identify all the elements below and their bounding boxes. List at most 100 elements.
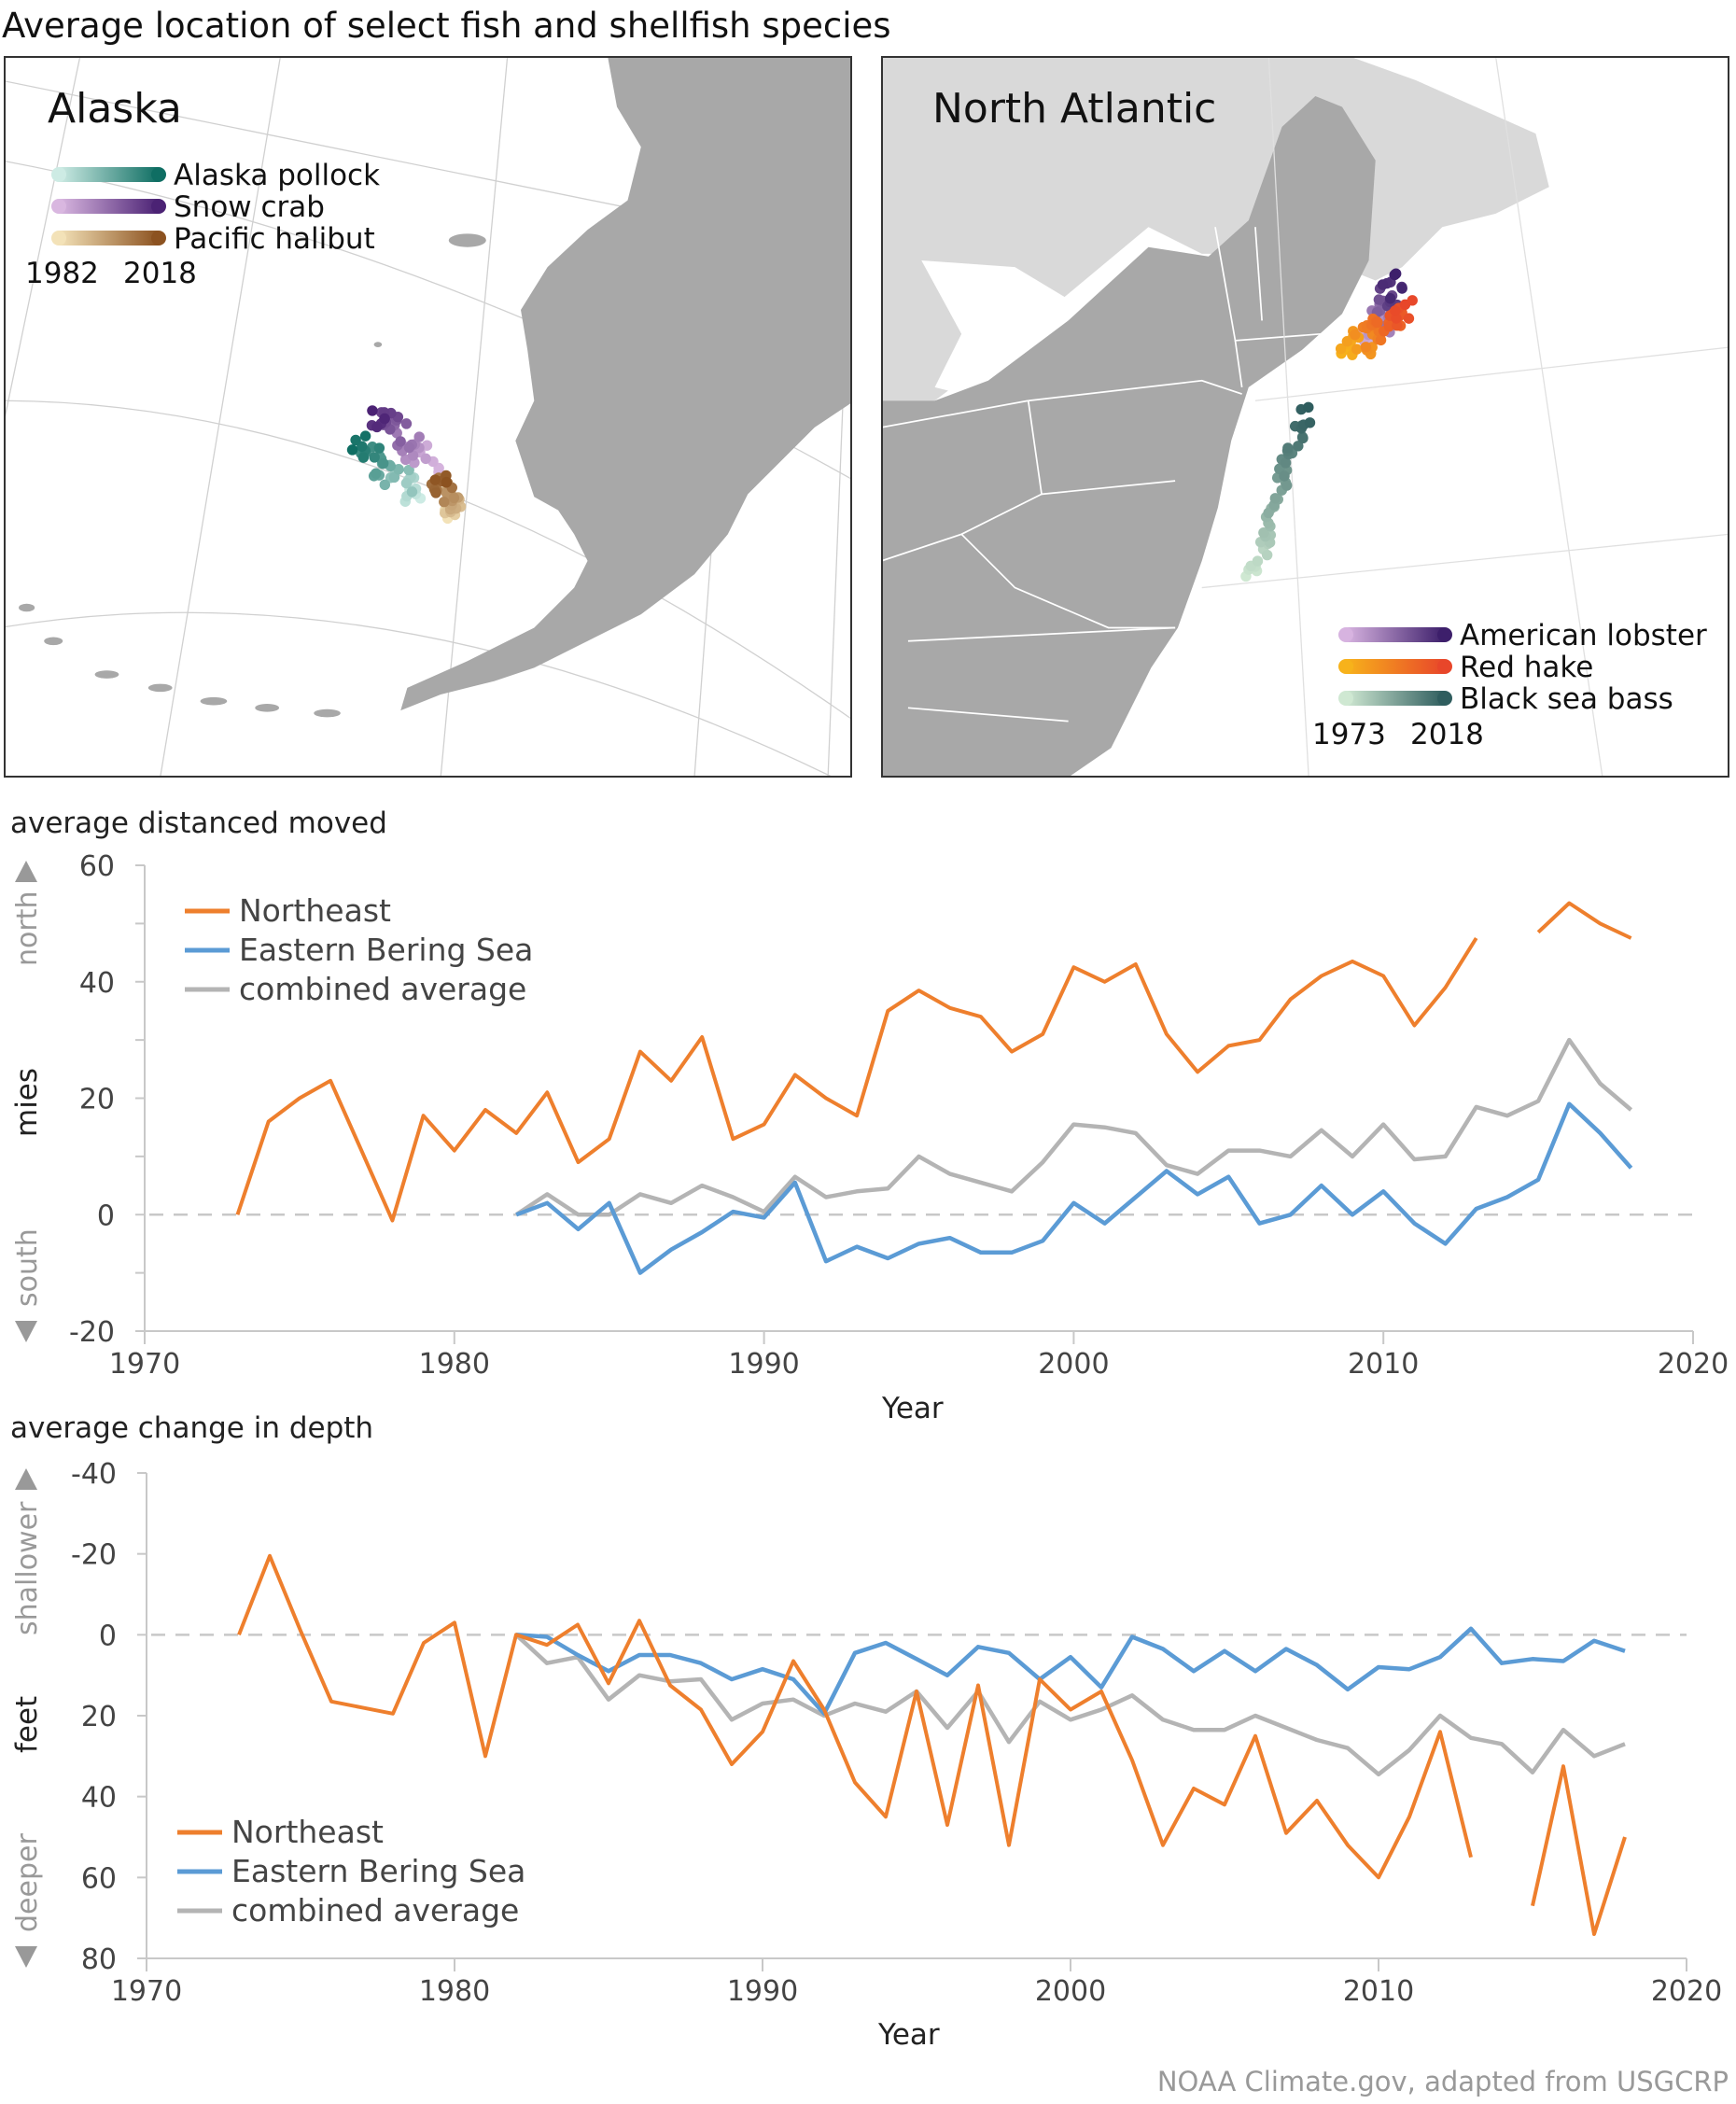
y-tick-label: 60	[79, 850, 115, 883]
us-landmass	[882, 96, 1376, 777]
species-location-dot	[400, 418, 413, 429]
species-location-dot	[357, 452, 370, 463]
species-location-dot	[1383, 320, 1395, 332]
species-location-dot	[379, 479, 391, 491]
legend-end-dot	[1437, 627, 1452, 642]
y-tick-label: 40	[79, 967, 115, 1000]
depth-y-label: feet	[10, 1696, 44, 1753]
y-tick-label: 80	[81, 1943, 117, 1976]
south-label: south	[11, 1228, 44, 1307]
series-line-northeast	[237, 1553, 1627, 1936]
x-tick-label: 2020	[1658, 1348, 1729, 1381]
species-location-dot	[373, 442, 385, 454]
legend-gradient-bar	[59, 167, 159, 182]
species-location-dot	[395, 436, 406, 447]
species-location-dot	[1350, 329, 1361, 341]
depth-x-label: Year	[877, 2018, 940, 2052]
x-tick-label: 1970	[111, 1975, 182, 2008]
legend-label: American lobster	[1460, 619, 1707, 652]
distance-chart-title: average distanced moved	[10, 807, 387, 840]
species-location-dot	[1282, 442, 1294, 454]
species-location-dot	[1279, 470, 1290, 482]
species-location-dot	[1252, 555, 1264, 567]
alaska-map-title: Alaska	[48, 85, 182, 133]
species-location-dot	[1293, 441, 1304, 452]
species-location-dot	[420, 453, 431, 465]
x-tick-label: 2000	[1038, 1348, 1109, 1381]
depth-chart: average change in depth -40-200204060801…	[10, 1411, 1722, 2052]
alaska-landmass	[400, 57, 851, 711]
series-line-combined	[514, 1633, 1626, 1777]
south-arrow-icon	[15, 1321, 37, 1342]
legend-label: Pacific halibut	[174, 222, 375, 256]
species-location-dot	[350, 434, 361, 446]
series-line-bering	[515, 1101, 1633, 1275]
species-location-dot	[1269, 493, 1281, 504]
y-tick-label: 60	[81, 1862, 117, 1895]
species-location-dot	[393, 464, 404, 475]
x-tick-label: 1980	[419, 1348, 490, 1381]
species-location-dot	[1258, 526, 1269, 539]
legend-end-dot	[151, 199, 166, 214]
species-location-dot	[1303, 401, 1314, 414]
distance-x-label: Year	[881, 1392, 944, 1425]
species-location-dot	[1373, 294, 1385, 305]
x-tick-label: 1970	[109, 1348, 180, 1381]
y-tick-label: 40	[81, 1782, 117, 1815]
species-location-dot	[441, 476, 453, 488]
species-location-dot	[346, 444, 358, 456]
species-location-dot	[403, 442, 415, 454]
species-location-dot	[1261, 549, 1273, 561]
x-tick-label: 2010	[1343, 1975, 1414, 2008]
species-location-dot	[379, 413, 390, 425]
species-location-dot	[413, 431, 425, 442]
species-location-dot	[1389, 269, 1400, 281]
legend-gradient-bar	[1346, 627, 1445, 642]
north-label: north	[11, 891, 44, 966]
legend-label: Black sea bass	[1460, 682, 1673, 716]
species-location-dot	[1372, 316, 1383, 329]
shallower-label: shallower	[11, 1501, 44, 1635]
north-atlantic-legend-start-year: 1973	[1312, 718, 1386, 751]
legend-start-dot	[51, 167, 66, 182]
north-atlantic-legend-end-year: 2018	[1410, 718, 1484, 751]
species-location-dot	[1297, 432, 1309, 444]
species-location-dot	[388, 471, 400, 484]
legend-start-dot	[1338, 691, 1353, 706]
species-location-dot	[403, 464, 414, 476]
species-location-dot	[369, 452, 380, 463]
legend-start-dot	[51, 199, 66, 214]
legend-label-northeast: Northeast	[231, 1814, 384, 1850]
legend-start-dot	[1338, 659, 1353, 674]
series-line-combined	[514, 1037, 1633, 1217]
legend-label: Red hake	[1460, 651, 1593, 684]
species-location-dot	[1341, 336, 1353, 347]
species-location-dot	[1360, 342, 1372, 353]
legend-gradient-bar	[59, 231, 159, 245]
species-location-dot	[1377, 279, 1389, 290]
species-location-dot	[371, 421, 383, 433]
species-location-dot	[367, 405, 378, 416]
x-tick-label: 2020	[1651, 1975, 1722, 2008]
species-location-dot	[406, 486, 418, 498]
species-location-dot	[400, 477, 413, 489]
legend-label: Snow crab	[174, 190, 325, 224]
y-tick-label: 20	[79, 1084, 115, 1116]
y-tick-label: -40	[71, 1458, 117, 1491]
species-location-dot	[1263, 507, 1274, 519]
y-tick-label: 20	[81, 1701, 117, 1733]
depth-chart-title: average change in depth	[10, 1411, 373, 1445]
legend-label-bering: Eastern Bering Sea	[239, 932, 533, 968]
distance-chart: average distanced moved -20 0 20 40 60 1970 19…	[10, 807, 1729, 1425]
species-location-dot	[1304, 417, 1316, 428]
legend-label-combined: combined average	[231, 1892, 519, 1929]
x-tick-label: 2010	[1348, 1348, 1419, 1381]
species-location-dot	[1384, 293, 1396, 304]
x-tick-label: 1990	[728, 1348, 799, 1381]
x-tick-label: 2000	[1035, 1975, 1106, 2008]
species-location-dot	[1375, 334, 1387, 346]
